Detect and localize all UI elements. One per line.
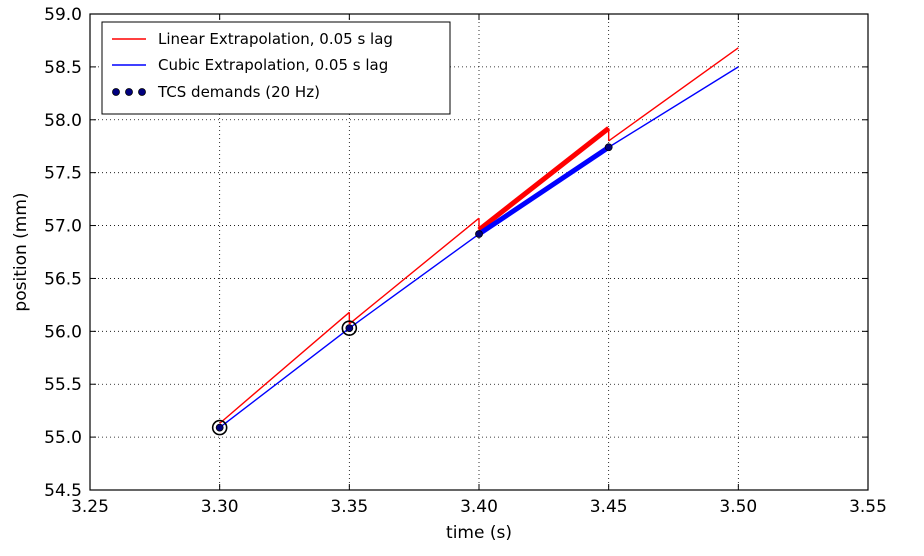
x-tick-label: 3.45 bbox=[590, 497, 628, 517]
legend-label-linear: Linear Extrapolation, 0.05 s lag bbox=[158, 30, 393, 48]
series-1-segment bbox=[219, 327, 350, 429]
y-tick-label: 56.5 bbox=[44, 269, 82, 289]
legend-label-tcs: TCS demands (20 Hz) bbox=[157, 83, 320, 101]
legend-dot bbox=[112, 88, 120, 96]
y-tick-label: 55.0 bbox=[44, 428, 82, 448]
y-tick-label: 57.5 bbox=[44, 164, 82, 184]
y-tick-label: 54.5 bbox=[44, 481, 82, 501]
series-0-segment bbox=[219, 311, 350, 424]
series-0-segment bbox=[477, 126, 611, 232]
axis-ticks: 3.25 3.30 3.35 3.40 3.45 3.50 3.55 54.5 55.0 55.5… bbox=[44, 5, 887, 517]
y-tick-label: 56.0 bbox=[44, 322, 82, 342]
x-tick-label: 3.25 bbox=[71, 497, 109, 517]
series-0-segment bbox=[348, 217, 480, 325]
tcs-demand-point bbox=[215, 423, 224, 432]
y-tick-label: 58.0 bbox=[44, 111, 82, 131]
tcs-demand-point bbox=[345, 324, 354, 333]
legend: Linear Extrapolation, 0.05 s lag Cubic E… bbox=[101, 21, 451, 115]
highlight-ring bbox=[211, 419, 228, 436]
plot-area bbox=[211, 47, 739, 436]
x-tick-label: 3.30 bbox=[201, 497, 239, 517]
legend-box bbox=[101, 21, 451, 115]
x-tick-label: 3.35 bbox=[330, 497, 368, 517]
y-tick-label: 58.5 bbox=[44, 58, 82, 78]
tcs-demand-point bbox=[475, 230, 483, 238]
legend-swatch-tcs bbox=[112, 88, 146, 96]
tcs-demand-point bbox=[604, 143, 613, 152]
series-1-segment bbox=[608, 66, 739, 148]
legend-dot bbox=[125, 88, 133, 96]
legend-dot bbox=[138, 88, 146, 96]
x-axis-label: time (s) bbox=[446, 523, 512, 543]
legend-label-tcs-cubic: Cubic Extrapolation, 0.05 s lag bbox=[158, 56, 388, 74]
series-0-segment bbox=[608, 47, 739, 142]
highlight-ring bbox=[341, 320, 358, 336]
x-tick-label: 3.40 bbox=[460, 497, 498, 517]
series-1-segment bbox=[348, 233, 480, 329]
y-tick-label: 57.0 bbox=[44, 217, 82, 237]
y-tick-label: 59.0 bbox=[44, 5, 82, 25]
series-1-segment bbox=[477, 145, 611, 237]
y-axis-label: position (mm) bbox=[11, 192, 31, 311]
y-tick-label: 55.5 bbox=[44, 375, 82, 395]
x-tick-label: 3.55 bbox=[849, 497, 887, 517]
x-tick-label: 3.50 bbox=[719, 497, 757, 517]
